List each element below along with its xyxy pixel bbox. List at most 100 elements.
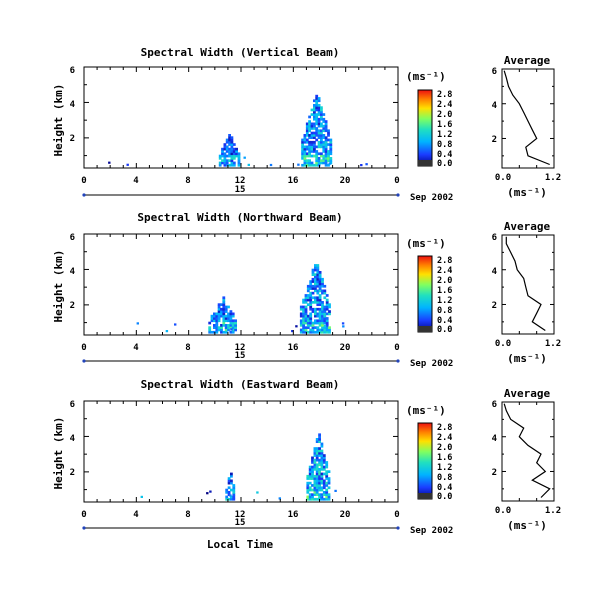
heatmap-cell — [325, 324, 329, 327]
heatmap-cell — [302, 319, 305, 323]
heatmap-cell — [321, 282, 324, 286]
heatmap-cell — [324, 157, 328, 160]
heatmap-cell — [313, 122, 316, 126]
x-tick-label: 12 — [235, 510, 246, 520]
heatmap-cell — [316, 275, 320, 279]
heatmap-cell — [323, 296, 327, 300]
heatmap-cell — [314, 296, 317, 300]
heatmap-cell — [310, 161, 314, 165]
heatmap-cell — [314, 284, 317, 288]
heatmap-cell — [322, 154, 326, 158]
heatmap-cell — [308, 468, 312, 471]
heatmap-cell — [313, 145, 316, 149]
heatmap-cell — [325, 495, 329, 499]
heatmap-cell — [306, 296, 310, 300]
colorbar: (ms⁻¹) 0.0 0.4 0.8 1.2 1.6 2.0 2.4 2.8 — [406, 237, 452, 335]
heatmap-cell — [302, 305, 305, 309]
heatmap-cell — [317, 120, 321, 123]
heatmap-cell — [230, 136, 234, 139]
heatmap-cell — [318, 468, 321, 471]
avg-x-tick: 0.0 — [495, 339, 511, 349]
heatmap-cell — [328, 312, 331, 316]
heatmap-cell — [316, 282, 320, 286]
heatmap-cell — [320, 131, 323, 135]
heatmap-cell — [215, 326, 219, 329]
heatmap-cell — [221, 154, 224, 158]
heatmap-cell — [306, 474, 310, 478]
heatmap-cell — [317, 117, 321, 121]
heatmap-cell — [317, 106, 321, 109]
heatmap-cell — [327, 470, 331, 473]
heatmap-cell — [230, 159, 234, 162]
heatmap-cell — [215, 324, 219, 327]
heatmap-cell — [306, 484, 310, 487]
heatmap-cell — [311, 474, 314, 478]
heatmap-cell — [318, 310, 322, 313]
heatmap-cell — [234, 319, 237, 323]
heatmap-cell — [320, 154, 323, 158]
heatmap-cell — [227, 491, 231, 494]
heatmap-cell — [313, 150, 316, 153]
heatmap-cell — [304, 298, 308, 302]
heatmap-cell — [228, 143, 231, 146]
heatmap-cell — [223, 143, 227, 146]
heatmap-cell — [225, 147, 229, 151]
heatmap-cell — [217, 303, 221, 306]
colorbar-tick: 2.8 — [437, 90, 452, 100]
heatmap-cell — [301, 163, 304, 167]
heatmap-cell — [318, 493, 321, 496]
heatmap-cell — [313, 108, 316, 112]
date-marker — [82, 359, 86, 363]
heatmap-cell — [325, 319, 329, 323]
heatmap-cell — [320, 145, 323, 149]
heatmap-cell — [315, 97, 319, 100]
heatmap-cell — [304, 312, 308, 316]
date-marker — [396, 359, 400, 363]
heatmap-cell — [237, 159, 241, 162]
heatmap-cell — [302, 312, 305, 316]
heatmap-cell — [269, 163, 273, 167]
heatmap-cell — [311, 296, 315, 300]
colorbar-tick: 1.6 — [437, 120, 452, 130]
heatmap-cell — [316, 330, 320, 334]
heatmap-cell — [220, 310, 223, 313]
heatmap-cell — [315, 481, 319, 485]
heatmap-cell — [315, 129, 319, 133]
heatmap-cell — [310, 122, 314, 126]
heatmap-cell — [316, 266, 320, 270]
average-title: Average — [504, 54, 551, 67]
heatmap-cell — [313, 465, 317, 469]
heatmap-cell — [223, 152, 227, 156]
heatmap-cell — [228, 150, 231, 153]
heatmap-cell — [318, 303, 322, 306]
heatmap-cell — [328, 328, 331, 332]
heatmap-cell — [229, 310, 233, 313]
heatmap-cell — [217, 305, 221, 309]
heatmap-cell — [321, 326, 324, 329]
heatmap-cell — [321, 301, 324, 304]
heatmap-cell — [313, 147, 316, 151]
heatmap-cell — [304, 294, 308, 297]
heatmap-cell — [208, 326, 212, 329]
heatmap-cell — [308, 470, 312, 473]
heatmap-cell — [315, 472, 319, 476]
heatmap-cell — [315, 150, 319, 153]
heatmap-cell — [309, 324, 313, 327]
heatmap-cell — [324, 124, 328, 128]
heatmap-cell — [315, 106, 319, 109]
heatmap-cell — [305, 122, 309, 126]
heatmap-cell — [320, 479, 324, 483]
heatmap-cell — [322, 461, 326, 464]
x-tick-label: 16 — [288, 510, 299, 520]
heatmap-cell — [317, 99, 321, 103]
heatmap-cell — [237, 157, 241, 160]
heatmap-cell — [320, 456, 324, 460]
heatmap-cell — [314, 268, 317, 272]
date-day: 15 — [235, 518, 246, 528]
heatmap-cell — [234, 324, 237, 327]
heatmap-cell — [329, 145, 333, 149]
heatmap-cell — [221, 147, 224, 151]
heatmap-cell — [314, 277, 317, 281]
heatmap-cell — [299, 321, 303, 325]
heatmap-cell — [313, 134, 316, 137]
